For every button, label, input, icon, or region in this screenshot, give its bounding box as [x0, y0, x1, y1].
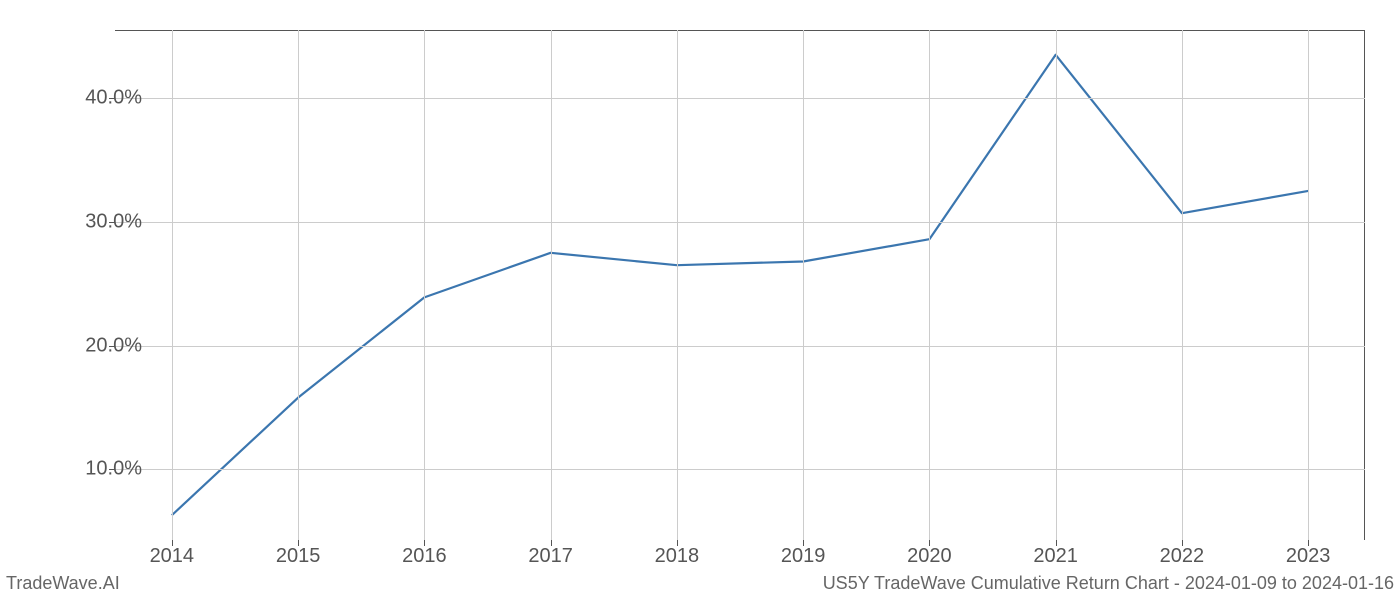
x-tick-label: 2023: [1286, 545, 1331, 568]
gridline-v: [172, 30, 173, 540]
gridline-v: [929, 30, 930, 540]
gridline-v: [1182, 30, 1183, 540]
x-tick-label: 2016: [402, 545, 447, 568]
chart-plot-area: [115, 30, 1365, 540]
x-tick-label: 2014: [150, 545, 195, 568]
gridline-v: [803, 30, 804, 540]
gridline-v: [677, 30, 678, 540]
gridline-v: [298, 30, 299, 540]
data-line: [172, 55, 1308, 515]
x-tick-label: 2015: [276, 545, 321, 568]
x-tick-label: 2021: [1033, 545, 1078, 568]
gridline-h: [115, 346, 1365, 347]
gridline-h: [115, 98, 1365, 99]
y-tick-label: 40.0%: [62, 87, 142, 110]
y-tick-label: 10.0%: [62, 458, 142, 481]
y-tick-label: 20.0%: [62, 334, 142, 357]
x-tick-label: 2020: [907, 545, 952, 568]
x-tick-label: 2022: [1160, 545, 1205, 568]
x-tick-label: 2018: [655, 545, 700, 568]
gridline-v: [424, 30, 425, 540]
footer-brand: TradeWave.AI: [6, 573, 120, 594]
footer-caption: US5Y TradeWave Cumulative Return Chart -…: [823, 573, 1394, 594]
x-tick-label: 2019: [781, 545, 826, 568]
gridline-v: [1308, 30, 1309, 540]
gridline-h: [115, 222, 1365, 223]
chart-svg: [115, 30, 1365, 540]
x-tick-label: 2017: [528, 545, 573, 568]
gridline-v: [551, 30, 552, 540]
y-tick-label: 30.0%: [62, 210, 142, 233]
gridline-v: [1056, 30, 1057, 540]
gridline-h: [115, 469, 1365, 470]
